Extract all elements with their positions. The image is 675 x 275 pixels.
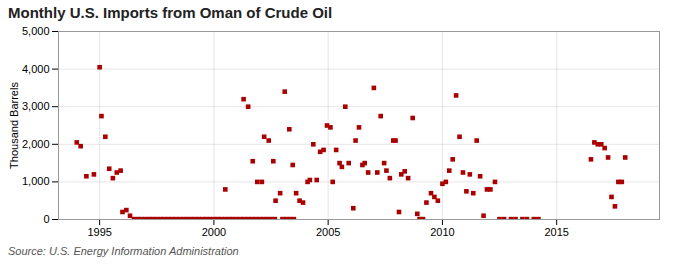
- svg-text:Thousand Barrels: Thousand Barrels: [8, 82, 20, 169]
- svg-text:3,000: 3,000: [22, 100, 50, 112]
- html-text:Monthly U.S. Imports from Oman: Monthly U.S. Imports from Oman of Crude …: [8, 4, 333, 21]
- svg-text:2005: 2005: [316, 226, 340, 238]
- svg-text:1,000: 1,000: [22, 175, 50, 187]
- svg-text:4,000: 4,000: [22, 63, 50, 75]
- svg-text:2015: 2015: [544, 226, 568, 238]
- svg-text:2000: 2000: [202, 226, 226, 238]
- svg-text:5,000: 5,000: [22, 25, 50, 37]
- svg-text:2010: 2010: [430, 226, 454, 238]
- html-text:Source: U.S. Energy Informatio: Source: U.S. Energy Information Administ…: [8, 245, 239, 257]
- svg-text:0: 0: [43, 213, 49, 225]
- svg-text:2,000: 2,000: [22, 138, 50, 150]
- svg-text:1995: 1995: [87, 226, 111, 238]
